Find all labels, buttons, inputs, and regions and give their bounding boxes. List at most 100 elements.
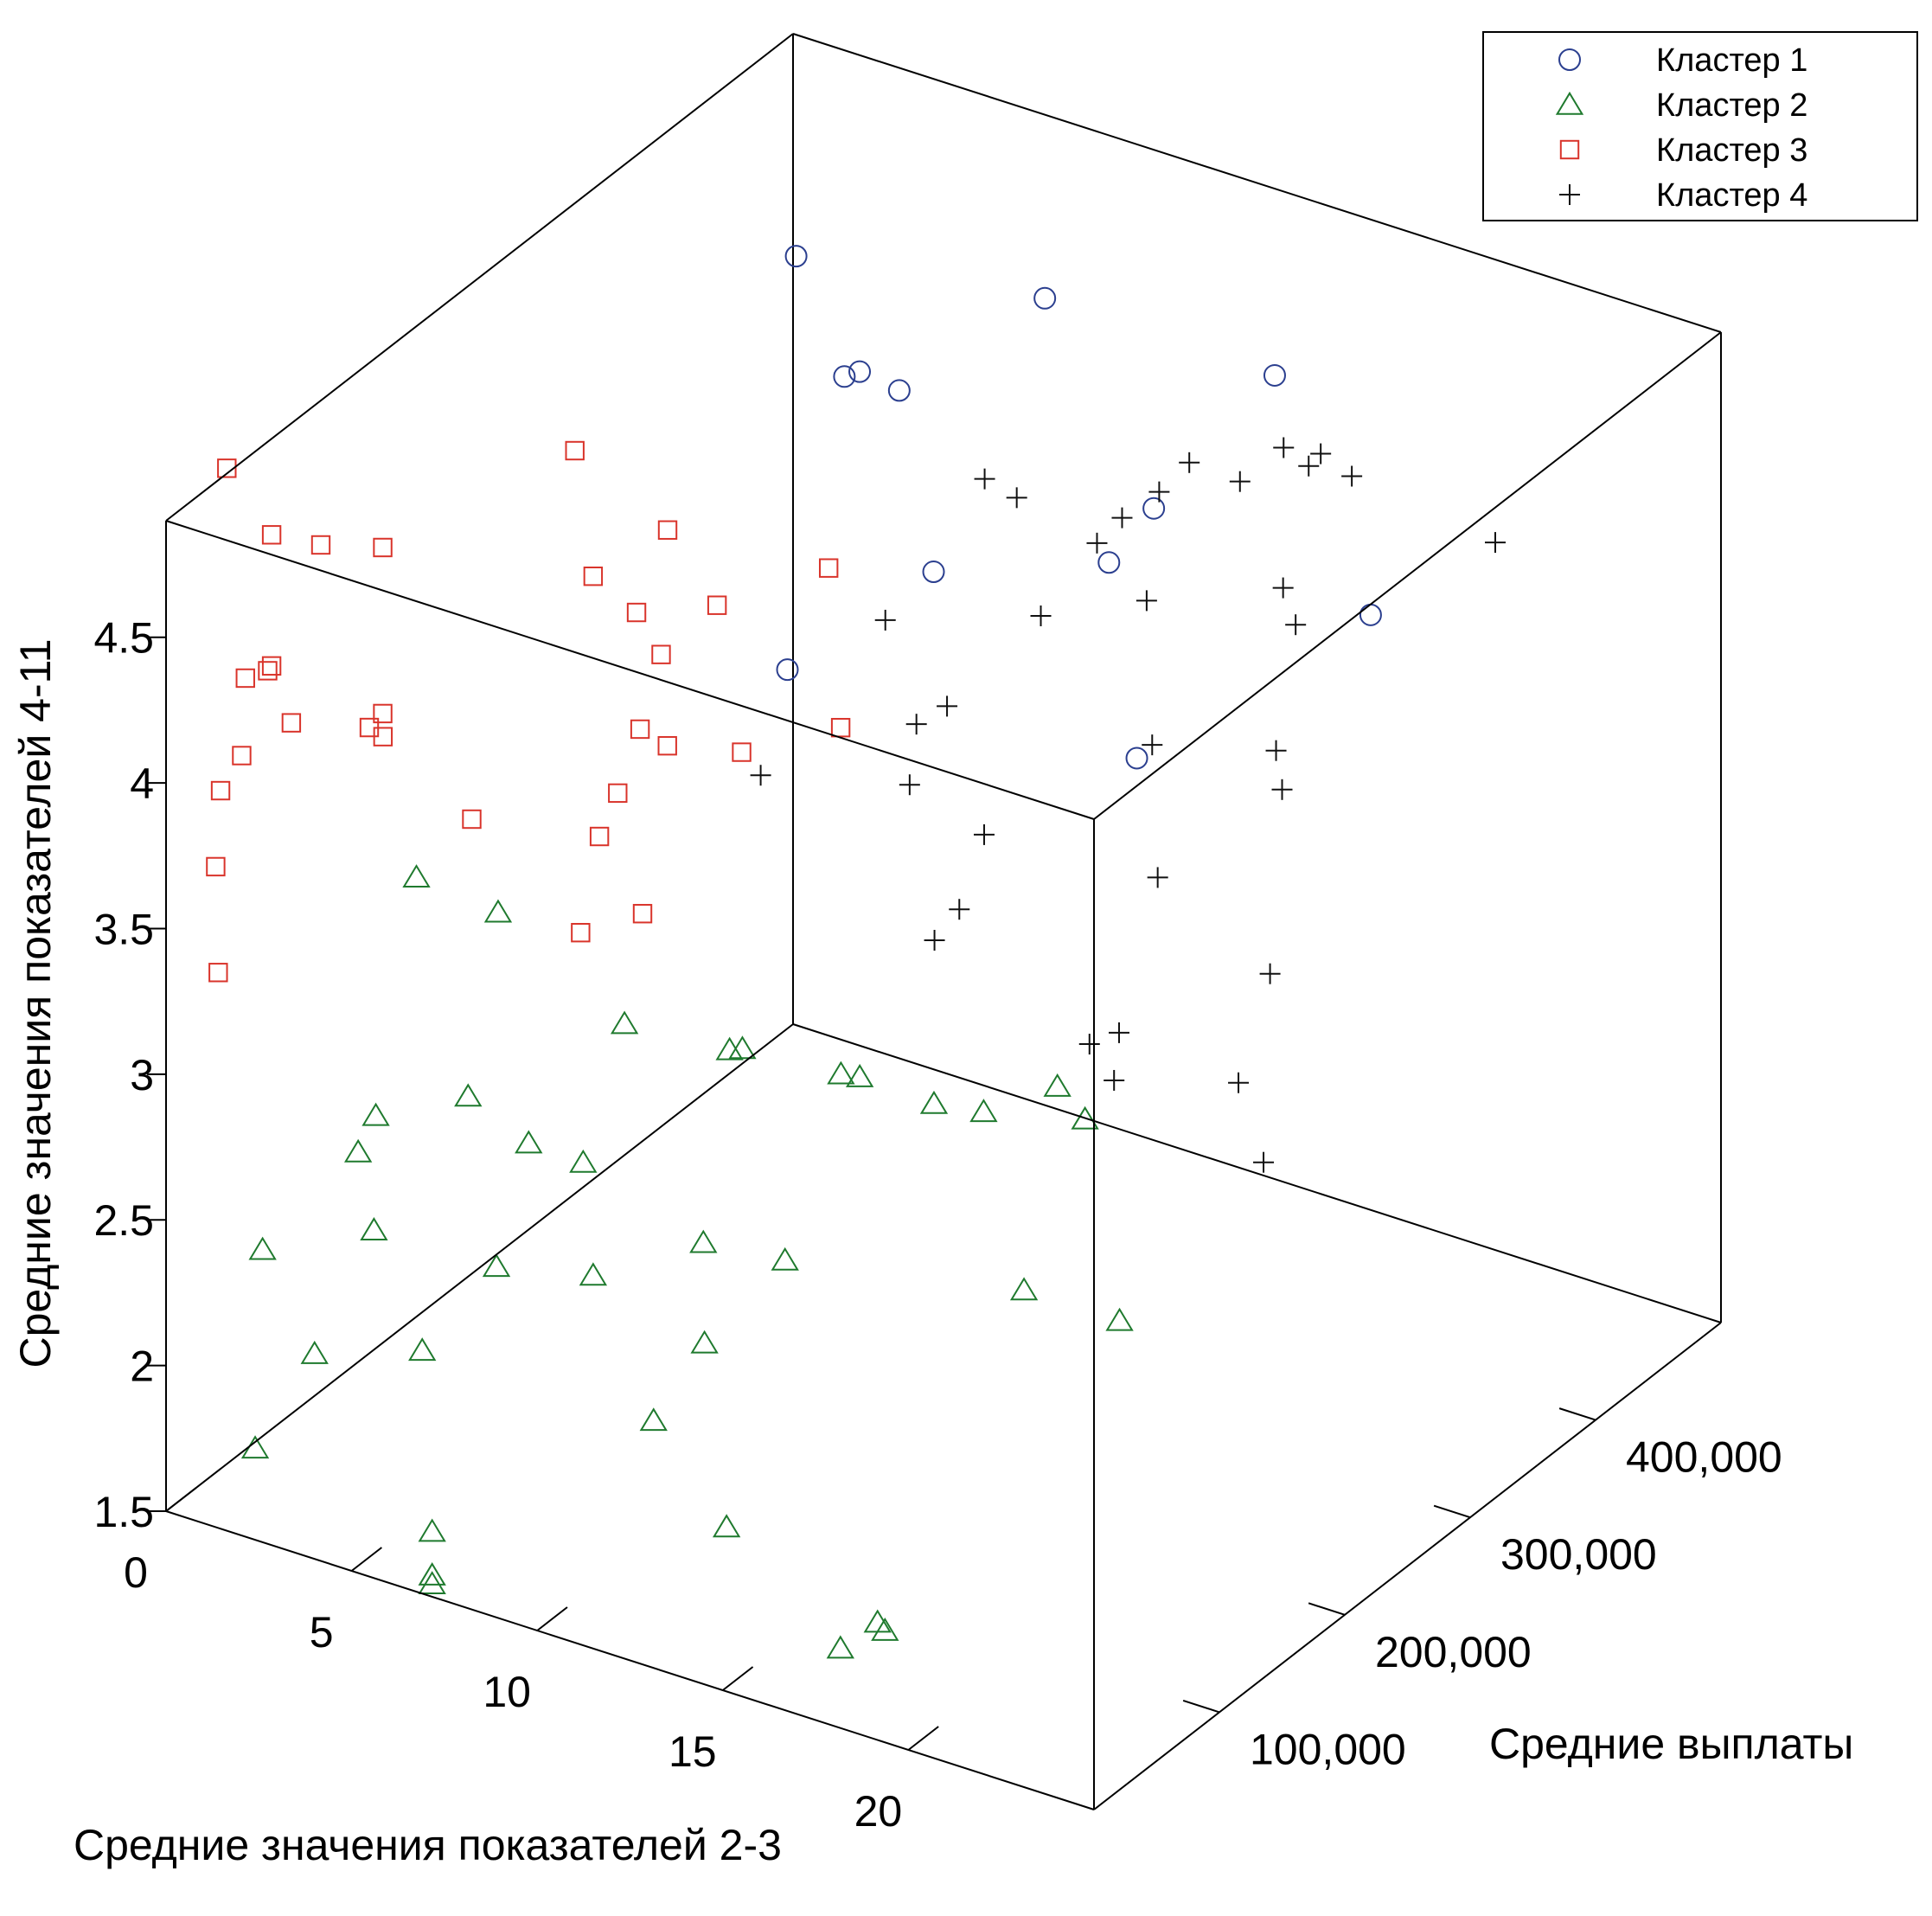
y-tick bbox=[1433, 1504, 1471, 1519]
data-point bbox=[232, 746, 252, 766]
series-cluster-4 bbox=[750, 437, 1506, 1173]
data-point bbox=[217, 458, 237, 478]
front-box-edges bbox=[165, 33, 1722, 1810]
data-point bbox=[974, 468, 995, 490]
data-point bbox=[845, 1063, 874, 1087]
data-point bbox=[830, 717, 851, 738]
data-point bbox=[235, 668, 255, 689]
y-tick bbox=[1182, 1699, 1220, 1714]
legend-label: Кластер 1 bbox=[1656, 42, 1807, 79]
data-point bbox=[919, 1090, 949, 1114]
z-tick-label: 1.5 bbox=[93, 1488, 154, 1536]
data-point bbox=[1271, 779, 1293, 800]
data-point bbox=[261, 656, 282, 676]
z-axis-title: Средние значения показателей 4-11 bbox=[11, 638, 60, 1368]
data-point bbox=[707, 595, 727, 615]
data-point bbox=[483, 899, 513, 923]
y-tick bbox=[1308, 1602, 1346, 1616]
box-edge-3 bbox=[1093, 1322, 1722, 1810]
z-tick-label: 2.5 bbox=[93, 1196, 154, 1245]
data-point bbox=[924, 929, 945, 951]
data-point bbox=[418, 1518, 446, 1542]
data-point bbox=[571, 922, 591, 943]
data-point bbox=[1030, 605, 1052, 626]
data-point bbox=[651, 644, 671, 664]
data-point bbox=[1142, 497, 1166, 520]
data-point bbox=[973, 823, 995, 845]
data-point bbox=[454, 1083, 483, 1107]
box-edge-9 bbox=[1093, 331, 1722, 820]
data-point bbox=[360, 1216, 388, 1240]
data-point bbox=[689, 1229, 718, 1253]
data-point bbox=[462, 809, 482, 830]
data-point bbox=[1179, 452, 1200, 473]
data-point bbox=[1285, 614, 1307, 636]
data-point bbox=[1043, 1073, 1072, 1097]
data-point bbox=[1148, 481, 1170, 503]
y-tick-label: 100,000 bbox=[1250, 1725, 1406, 1773]
data-point bbox=[626, 602, 647, 623]
y-tick-label: 300,000 bbox=[1500, 1530, 1657, 1579]
data-point bbox=[373, 537, 393, 558]
data-point bbox=[826, 1635, 854, 1659]
series-cluster-2 bbox=[240, 864, 1134, 1659]
axis-ticks: 0 5 10 15 20 100,000 200,000 300,000 400,000 1.5 2… bbox=[93, 614, 1782, 1836]
data-point bbox=[776, 658, 799, 682]
data-point bbox=[1310, 443, 1332, 465]
data-point bbox=[1009, 1277, 1039, 1301]
series-cluster-1 bbox=[776, 245, 1382, 770]
data-point bbox=[1105, 1307, 1134, 1331]
data-point bbox=[632, 904, 653, 924]
data-point bbox=[281, 713, 302, 733]
box-edge-0 bbox=[165, 1510, 1095, 1810]
data-point bbox=[690, 1330, 719, 1354]
data-point bbox=[657, 520, 678, 540]
data-point bbox=[210, 780, 231, 801]
data-point bbox=[639, 1407, 668, 1432]
x-tick bbox=[722, 1666, 754, 1691]
legend-box bbox=[1482, 31, 1918, 221]
data-point bbox=[1265, 740, 1287, 761]
z-tick-label: 3.5 bbox=[93, 905, 154, 953]
data-point bbox=[771, 1246, 799, 1271]
data-point bbox=[240, 1435, 270, 1459]
data-point bbox=[482, 1253, 511, 1278]
box-edge-1 bbox=[165, 1023, 794, 1512]
legend-marker bbox=[1559, 139, 1580, 160]
data-point bbox=[1485, 532, 1506, 554]
data-point bbox=[784, 245, 808, 268]
legend-items: Кластер 1 Кластер 2 Кластер 3 Кластер 4 bbox=[1555, 42, 1807, 214]
data-point bbox=[715, 1036, 744, 1061]
x-tick-label: 20 bbox=[854, 1787, 903, 1836]
box-edge-8 bbox=[792, 33, 1722, 333]
data-point bbox=[1253, 1151, 1275, 1173]
data-point bbox=[827, 1061, 855, 1085]
legend-marker bbox=[1558, 48, 1581, 71]
box-edge-7 bbox=[165, 33, 794, 522]
z-tick-label: 3 bbox=[130, 1051, 154, 1099]
data-point bbox=[1259, 963, 1281, 984]
data-point bbox=[608, 783, 628, 804]
data-point bbox=[373, 727, 393, 747]
data-point bbox=[1111, 507, 1133, 529]
data-point bbox=[1142, 734, 1163, 756]
data-point bbox=[949, 899, 970, 920]
data-point bbox=[408, 1337, 437, 1362]
data-point bbox=[261, 525, 282, 545]
data-point bbox=[1263, 363, 1286, 387]
data-point bbox=[732, 742, 752, 762]
data-point bbox=[208, 963, 228, 983]
x-tick-label: 15 bbox=[669, 1727, 717, 1776]
data-point bbox=[418, 1561, 446, 1586]
data-point bbox=[1272, 577, 1294, 599]
data-point bbox=[874, 609, 896, 631]
data-points bbox=[206, 245, 1506, 1659]
x-tick bbox=[350, 1547, 382, 1572]
data-point bbox=[310, 535, 331, 555]
data-point bbox=[1125, 747, 1148, 770]
x-axis-title: Средние значения показателей 2-3 bbox=[74, 1821, 782, 1869]
z-tick-label: 2 bbox=[130, 1342, 154, 1391]
data-point bbox=[610, 1010, 639, 1035]
data-point bbox=[361, 1102, 390, 1126]
